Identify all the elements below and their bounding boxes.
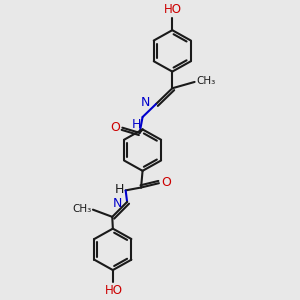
Text: CH₃: CH₃ [196, 76, 216, 86]
Text: O: O [110, 121, 120, 134]
Text: N: N [112, 197, 122, 210]
Text: HO: HO [164, 3, 182, 16]
Text: N: N [141, 96, 151, 109]
Text: H: H [115, 183, 124, 196]
Text: O: O [161, 176, 171, 189]
Text: H: H [132, 118, 141, 131]
Text: CH₃: CH₃ [72, 204, 91, 214]
Text: HO: HO [104, 284, 122, 297]
